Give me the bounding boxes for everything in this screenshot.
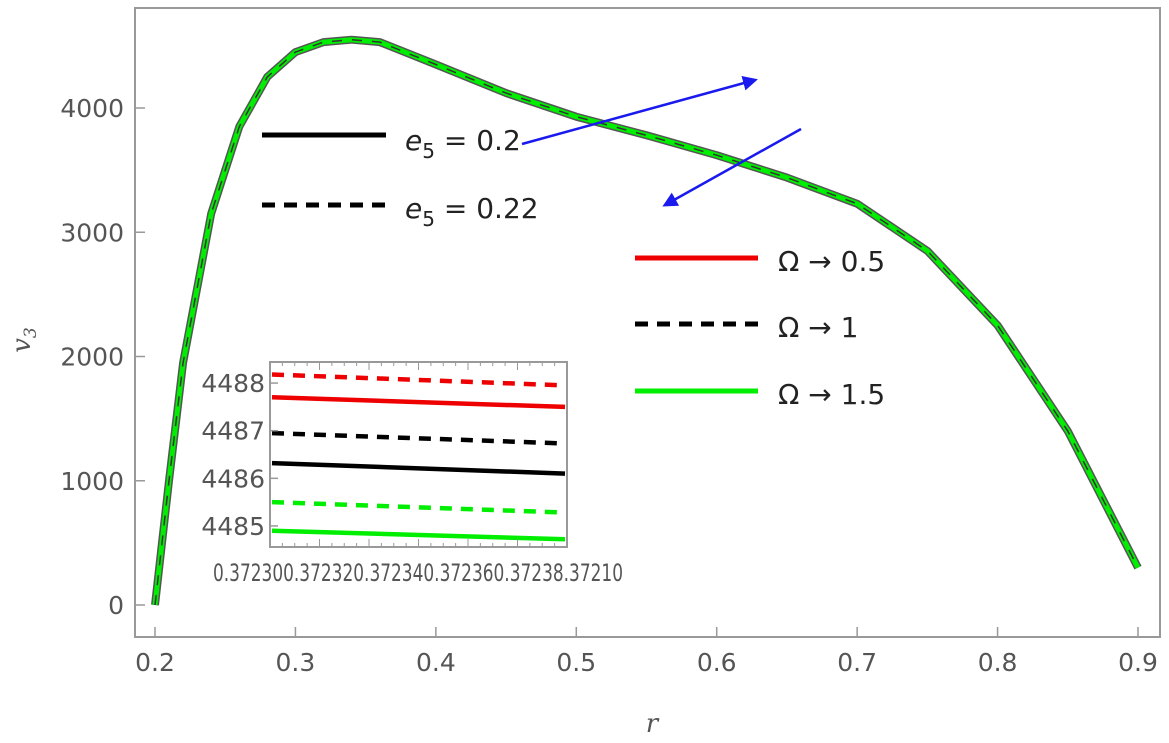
main-axis-ticks: 0.2 0.3 0.4 0.5 0.6 0.7 0.8 0.9 0 1000 2000 3000 400… — [60, 94, 1158, 677]
inset-curves — [271, 372, 566, 542]
inset-background — [270, 362, 567, 547]
legend-omega-05-label: Ω → 0.5 — [778, 245, 885, 278]
x-tick-label: 0.3 — [276, 648, 316, 677]
x-tick-label: 0.7 — [837, 648, 877, 677]
inset-series-line — [271, 499, 566, 515]
inset-y-tick-label: 4485 — [201, 512, 265, 541]
y-axis-label-sub: 3 — [21, 327, 41, 338]
inset-x-tick-labels: 0.372300.372320.372340.372360.37238.3721… — [213, 559, 623, 587]
inset-series-line — [271, 372, 566, 388]
x-tick-label: 0.2 — [135, 648, 175, 677]
inset-series-line — [271, 528, 566, 542]
legend-omega: Ω → 0.5 Ω → 1 Ω → 1.5 — [635, 245, 885, 411]
annotation-arrow-up-right — [521, 75, 758, 146]
inset-y-tick-label: 4487 — [201, 417, 265, 446]
legend-e5-solid-label: e5 = 0.2 — [405, 124, 521, 163]
x-tick-label: 0.8 — [978, 648, 1018, 677]
inset-axis-ticks: 4485 4486 4487 4488 — [201, 362, 568, 547]
y-axis-label: v3 — [7, 327, 41, 353]
x-tick-label: 0.9 — [1118, 648, 1158, 677]
x-tick-label: 0.4 — [416, 648, 456, 677]
inset-series-line — [271, 395, 566, 410]
x-tick-label: 0.6 — [697, 648, 737, 677]
x-axis-label: r — [646, 709, 660, 739]
annotation-arrow-down-left — [662, 127, 802, 207]
inset-y-tick-label: 4488 — [201, 369, 265, 398]
y-tick-label: 1000 — [60, 467, 124, 496]
y-tick-label: 0 — [108, 591, 124, 620]
svg-text:v3: v3 — [7, 327, 41, 353]
y-axis-label-main: v — [7, 338, 37, 353]
y-tick-label: 3000 — [60, 218, 124, 247]
inset-y-tick-label: 4486 — [201, 464, 265, 493]
inset-series-line — [271, 460, 566, 476]
y-tick-label: 2000 — [60, 343, 124, 372]
legend-omega-15-label: Ω → 1.5 — [778, 378, 885, 411]
legend-omega-1-label: Ω → 1 — [778, 311, 858, 344]
y-tick-label: 4000 — [60, 94, 124, 123]
main-curves — [151, 35, 1142, 606]
plot-frame — [134, 7, 1161, 638]
main-curve-dash-overlay — [154, 38, 1139, 606]
inset-series-line — [271, 430, 566, 446]
inset-chart: 4485 4486 4487 4488 0.372300.372320.372340.… — [201, 361, 623, 587]
x-tick-label: 0.5 — [556, 648, 596, 677]
legend-e5: e5 = 0.2 e5 = 0.22 — [262, 124, 539, 231]
legend-e5-dashed-label: e5 = 0.22 — [405, 192, 539, 231]
